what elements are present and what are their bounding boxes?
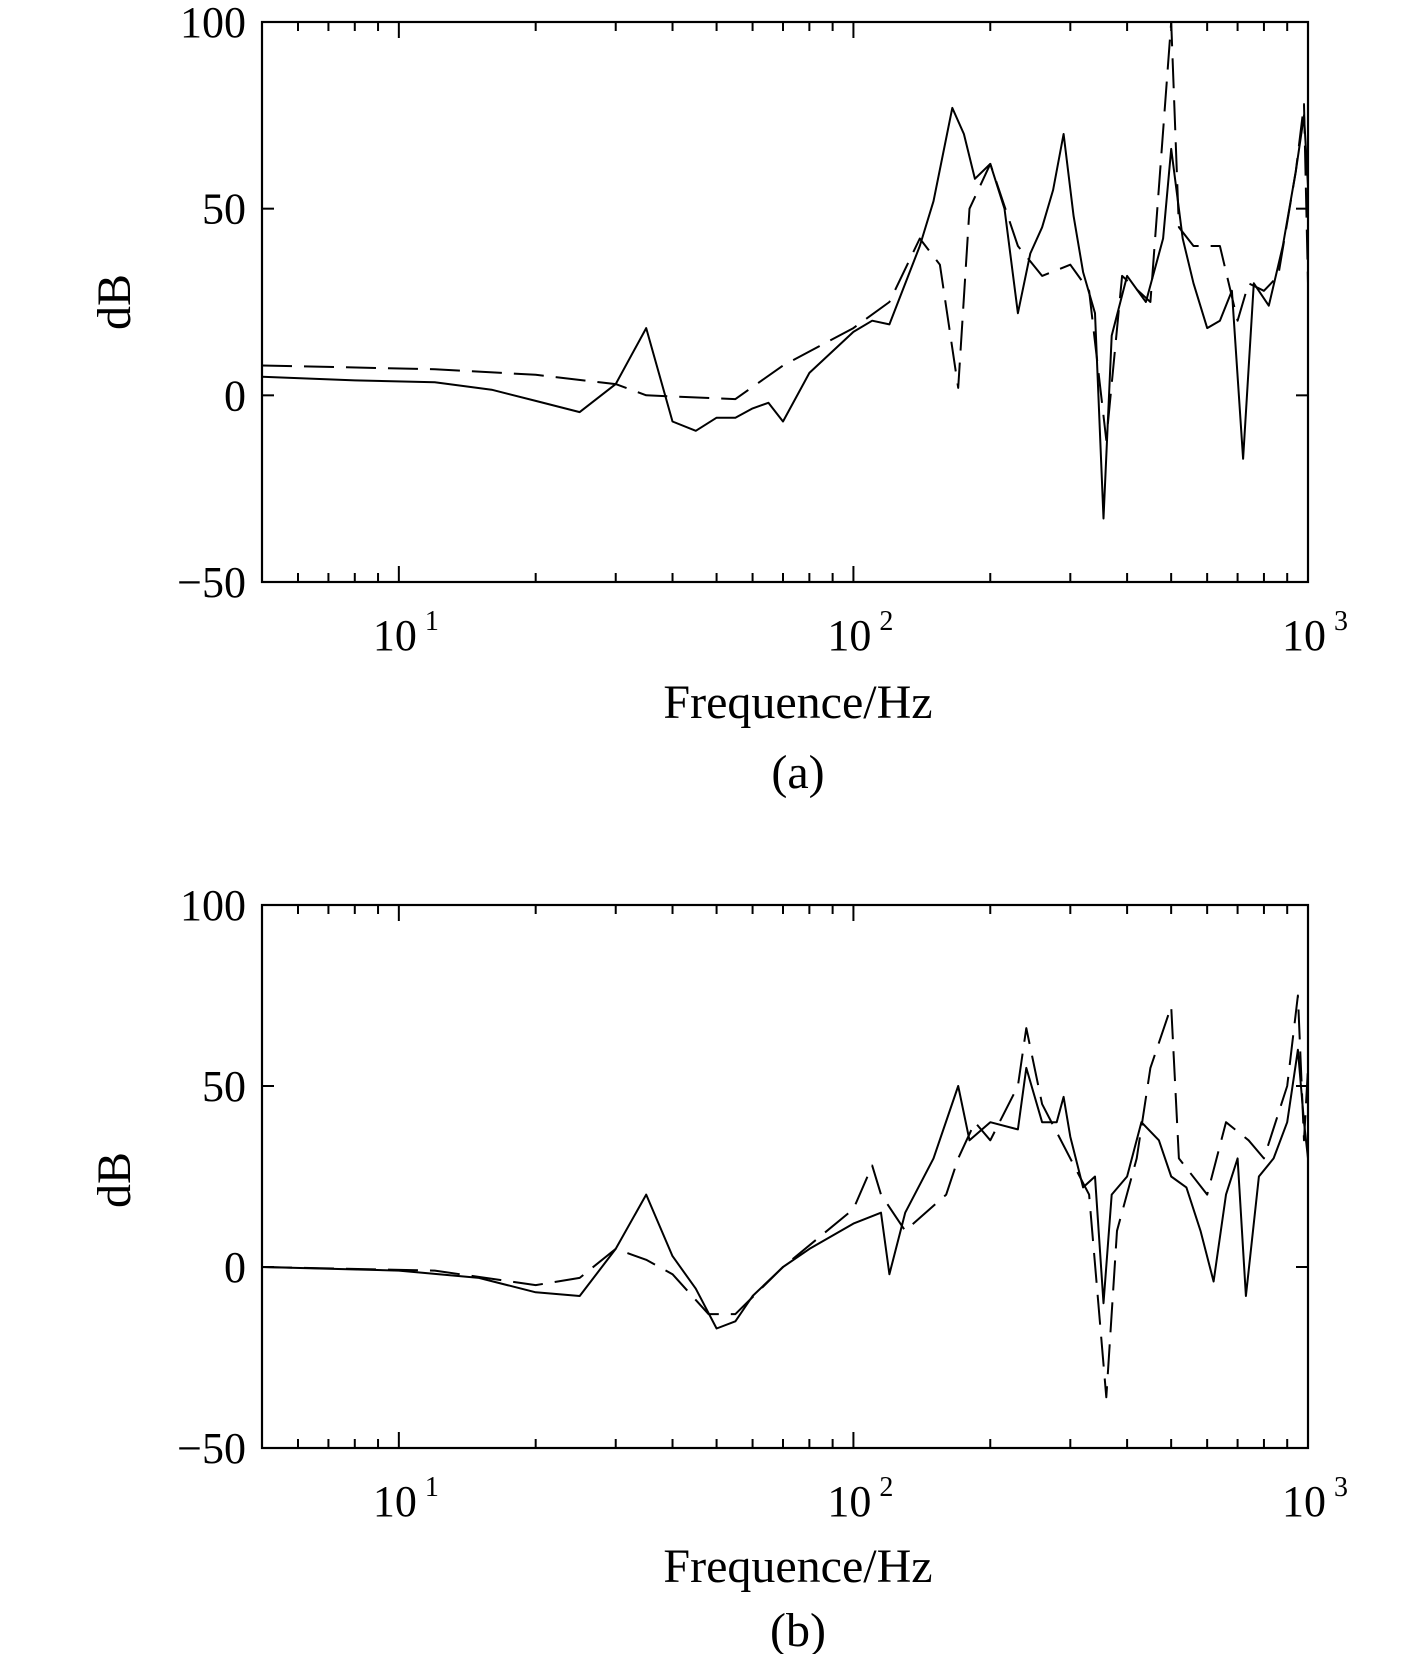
series-line-solid	[261, 1048, 1309, 1330]
ytick-label: −50	[177, 558, 246, 607]
xtick-exponent: 3	[1334, 606, 1348, 637]
plot-frame-b	[260, 903, 1310, 1450]
series-line-solid	[261, 106, 1309, 520]
plot-frame-a	[260, 20, 1310, 584]
xtick-exponent: 2	[879, 1472, 893, 1503]
chart-panel-b: −50 0 50 100 10 1 10 2 10 3 dB Frequence/Hz (b)	[88, 881, 1348, 1654]
y-axis-label-b: dB	[88, 1152, 141, 1208]
series-line-dashed	[261, 21, 1309, 442]
ytick-label: −50	[177, 1424, 246, 1473]
xtick-label: 10	[827, 611, 871, 660]
panel-label-a: (a)	[771, 746, 824, 799]
xtick-exponent: 1	[425, 1472, 439, 1503]
xtick-exponent: 1	[425, 606, 439, 637]
ytick-label: 100	[180, 0, 246, 47]
ytick-label: 50	[202, 1062, 246, 1111]
xtick-label: 10	[1282, 611, 1326, 660]
ytick-label: 0	[224, 1243, 246, 1292]
ytick-label: 100	[180, 881, 246, 930]
xtick-label: 10	[373, 1477, 417, 1526]
series-group-a	[261, 21, 1309, 520]
tick-labels-a: −50 0 50 100 10 1 10 2 10 3	[177, 0, 1348, 660]
xtick-exponent: 3	[1334, 1472, 1348, 1503]
xtick-label: 10	[827, 1477, 871, 1526]
series-line-dashed	[261, 994, 1309, 1399]
ytick-label: 50	[202, 185, 246, 234]
ytick-label: 0	[224, 371, 246, 420]
panel-label-b: (b)	[770, 1604, 826, 1654]
x-axis-label-a: Frequence/Hz	[663, 676, 932, 729]
xtick-label: 10	[373, 611, 417, 660]
x-axis-label-b: Frequence/Hz	[663, 1540, 932, 1593]
tick-marks-b	[261, 904, 1309, 1449]
series-group-b	[261, 994, 1309, 1399]
xtick-exponent: 2	[879, 606, 893, 637]
chart-panel-a: −50 0 50 100 10 1 10 2 10 3 dB Frequence/Hz (a)	[88, 0, 1348, 799]
y-axis-label-a: dB	[88, 274, 141, 330]
xtick-label: 10	[1282, 1477, 1326, 1526]
tick-labels-b: −50 0 50 100 10 1 10 2 10 3	[177, 881, 1348, 1526]
